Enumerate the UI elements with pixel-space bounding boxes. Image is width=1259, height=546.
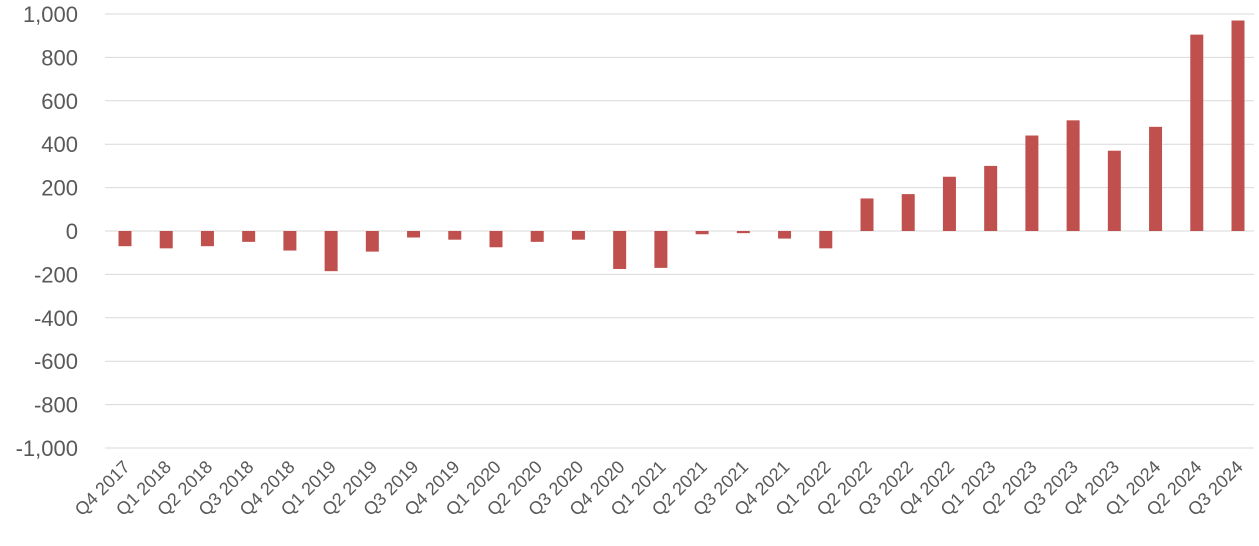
y-tick-label: -400: [34, 306, 78, 331]
y-tick-label: -800: [34, 393, 78, 418]
y-tick-label: -200: [34, 262, 78, 287]
bar: [736, 231, 750, 234]
bar: [324, 231, 338, 272]
bars: [118, 20, 1245, 272]
bar: [1190, 34, 1204, 232]
bar: [448, 231, 462, 240]
bar: [200, 231, 214, 247]
bar: [242, 231, 256, 242]
bar: [1107, 150, 1121, 231]
bar: [283, 231, 297, 251]
y-tick-label: 400: [41, 132, 78, 157]
bar: [1066, 120, 1080, 231]
y-tick-label: 0: [66, 219, 78, 244]
bar: [530, 231, 544, 242]
bar: [819, 231, 833, 249]
bar: [984, 165, 998, 231]
y-tick-label: 800: [41, 45, 78, 70]
bar: [571, 231, 585, 240]
bar: [365, 231, 379, 252]
bar: [1231, 20, 1245, 232]
bar: [1025, 135, 1039, 231]
bar: [860, 198, 874, 231]
bar: [407, 231, 421, 238]
y-tick-label: 1,000: [23, 2, 78, 27]
bar: [489, 231, 503, 248]
bar: [118, 231, 132, 247]
bar: [1149, 126, 1163, 231]
y-tick-label: 600: [41, 89, 78, 114]
bar: [654, 231, 668, 268]
gridlines: [105, 13, 1254, 449]
bar: [778, 231, 792, 239]
bar: [942, 176, 956, 231]
y-tick-label: -600: [34, 349, 78, 374]
bar: [695, 231, 709, 235]
bar: [613, 231, 627, 269]
bar: [159, 231, 173, 249]
y-tick-label: -1,000: [16, 436, 78, 461]
bar: [901, 194, 915, 231]
y-tick-label: 200: [41, 176, 78, 201]
y-axis-tick-labels: 1,000 800 600 400 200 0 -200 -400 -600 -800 -1,000: [16, 2, 78, 461]
